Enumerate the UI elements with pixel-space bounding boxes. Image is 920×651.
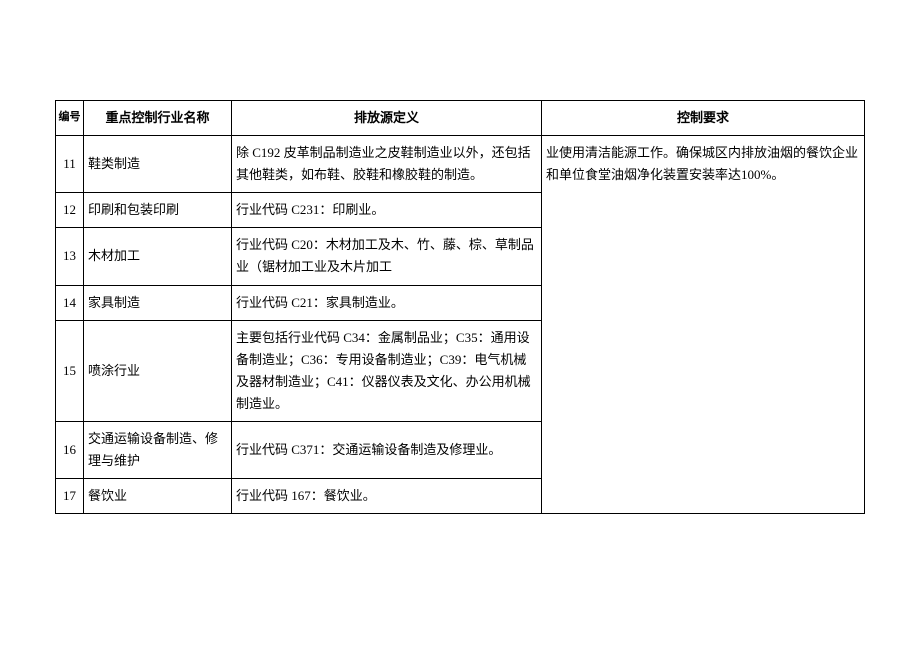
cell-name: 喷涂行业 [84,320,232,421]
cell-name: 印刷和包装印刷 [84,193,232,228]
cell-name: 木材加工 [84,228,232,285]
cell-def: 主要包括行业代码 C34：金属制品业；C35：通用设备制造业；C36：专用设备制… [232,320,542,421]
cell-def: 除 C192 皮革制品制造业之皮鞋制造业以外，还包括其他鞋类，如布鞋、胶鞋和橡胶… [232,136,542,193]
cell-name: 餐饮业 [84,479,232,514]
cell-name: 交通运输设备制造、修理与维护 [84,422,232,479]
cell-id: 13 [56,228,84,285]
cell-id: 17 [56,479,84,514]
cell-def: 行业代码 167：餐饮业。 [232,479,542,514]
cell-def: 行业代码 C231：印刷业。 [232,193,542,228]
header-req: 控制要求 [542,101,865,136]
table-header-row: 编号 重点控制行业名称 排放源定义 控制要求 [56,101,865,136]
cell-id: 16 [56,422,84,479]
cell-name: 家具制造 [84,285,232,320]
cell-id: 15 [56,320,84,421]
table-row: 11 鞋类制造 除 C192 皮革制品制造业之皮鞋制造业以外，还包括其他鞋类，如… [56,136,865,193]
header-id: 编号 [56,101,84,136]
cell-def: 行业代码 C371：交通运输设备制造及修理业。 [232,422,542,479]
header-def: 排放源定义 [232,101,542,136]
cell-def: 行业代码 C20：木材加工及木、竹、藤、棕、草制品业（锯材加工业及木片加工 [232,228,542,285]
cell-id: 14 [56,285,84,320]
cell-def: 行业代码 C21：家具制造业。 [232,285,542,320]
cell-name: 鞋类制造 [84,136,232,193]
cell-req-merged: 业使用清洁能源工作。确保城区内排放油烟的餐饮企业和单位食堂油烟净化装置安装率达1… [542,136,865,514]
header-name: 重点控制行业名称 [84,101,232,136]
industry-control-table: 编号 重点控制行业名称 排放源定义 控制要求 11 鞋类制造 除 C192 皮革… [55,100,865,514]
cell-id: 12 [56,193,84,228]
cell-id: 11 [56,136,84,193]
